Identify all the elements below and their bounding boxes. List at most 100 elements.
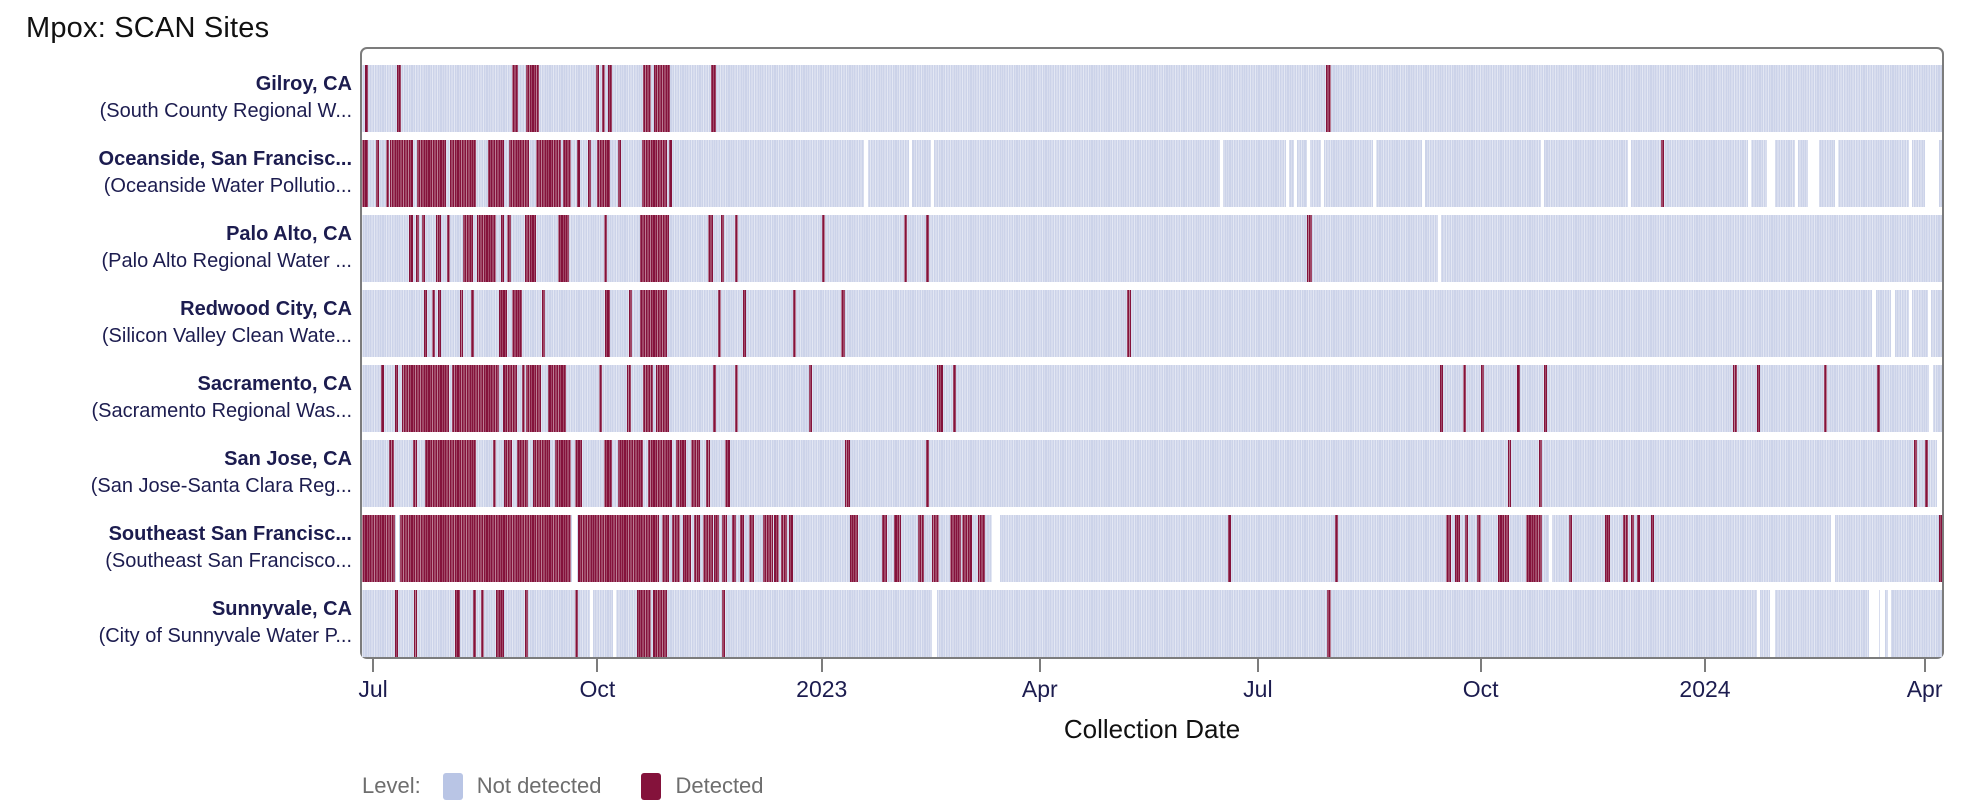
detected-segment <box>376 140 380 207</box>
detected-segment <box>926 215 930 282</box>
detected-segment <box>526 65 539 132</box>
detected-segment <box>734 215 739 282</box>
detected-segment <box>1605 515 1611 582</box>
detected-segment <box>425 440 476 507</box>
x-axis-tick <box>372 659 375 672</box>
x-tick-label: Jul <box>358 676 388 702</box>
site-name: Redwood City, CA <box>180 297 352 320</box>
detected-segment <box>725 440 731 507</box>
detected-segment <box>671 515 680 582</box>
detected-segment <box>423 290 427 357</box>
missing-sample-gap <box>864 140 868 207</box>
detected-segment <box>395 590 399 657</box>
site-label: Palo Alto, CA (Palo Alto Regional Water .… <box>0 221 353 275</box>
detected-segment <box>720 215 724 282</box>
missing-sample-gap <box>1747 140 1751 207</box>
detected-segment <box>1622 515 1628 582</box>
detected-segment <box>640 290 667 357</box>
detected-segment <box>952 365 957 432</box>
missing-sample-gap <box>908 140 912 207</box>
x-tick-label: Jul <box>1243 676 1273 702</box>
site-label: Oceanside, San Francisc... (Oceanside Wat… <box>0 146 352 200</box>
day-grid-overlay <box>362 65 1942 132</box>
detected-segment <box>731 515 737 582</box>
missing-sample-gap <box>613 590 617 657</box>
detected-segment <box>488 140 505 207</box>
detected-segment <box>627 365 631 432</box>
detected-segment <box>722 515 727 582</box>
site-strip-row <box>362 290 1942 357</box>
detected-segment <box>1924 440 1928 507</box>
detected-segment <box>501 215 505 282</box>
detected-segment <box>516 440 528 507</box>
missing-sample-gap <box>1548 515 1552 582</box>
site-label: San Jose, CA (San Jose-Santa Clara Reg... <box>0 446 352 500</box>
detected-segment <box>903 215 908 282</box>
detected-segment <box>1464 515 1468 582</box>
detected-segment <box>399 515 571 582</box>
site-name: Gilroy, CA <box>255 72 352 95</box>
x-tick-label: Oct <box>1462 676 1499 702</box>
detected-segment <box>617 440 644 507</box>
detected-segment <box>1637 515 1641 582</box>
missing-sample-gap <box>1908 290 1912 357</box>
detected-segment <box>774 515 780 582</box>
detected-segment <box>587 140 592 207</box>
detected-segment <box>962 515 972 582</box>
missing-sample-gap <box>1769 590 1775 657</box>
detected-segment <box>1913 440 1917 507</box>
detected-segment <box>499 290 508 357</box>
detected-segment <box>711 65 716 132</box>
site-label: Sacramento, CA (Sacramento Regional Was..… <box>0 371 352 425</box>
detected-segment <box>507 215 511 282</box>
detected-segment <box>1463 365 1467 432</box>
detected-segment <box>395 365 399 432</box>
detected-segment <box>548 365 566 432</box>
legend-item-label: Detected <box>675 773 764 798</box>
detected-segment <box>821 215 825 282</box>
detected-segment <box>502 365 517 432</box>
plot-area <box>360 47 1944 659</box>
missing-sample-gap <box>1888 590 1892 657</box>
detected-segment <box>605 290 611 357</box>
missing-sample-gap <box>1306 140 1310 207</box>
detected-segment <box>690 440 701 507</box>
legend-swatch-detected <box>641 772 662 800</box>
detected-segment <box>504 440 513 507</box>
detected-segment <box>1516 365 1521 432</box>
x-tick-label: Apr <box>1021 676 1058 702</box>
detected-segment <box>557 215 569 282</box>
detected-segment <box>1335 515 1339 582</box>
detected-segment <box>636 590 652 657</box>
day-grid-overlay <box>362 215 1942 282</box>
site-facility: (Silicon Valley Clean Wate... <box>101 324 352 347</box>
detected-segment <box>926 440 930 507</box>
detected-segment <box>850 515 859 582</box>
detected-segment <box>512 65 519 132</box>
detected-segment <box>414 590 418 657</box>
detected-segment <box>1651 515 1655 582</box>
detected-segment <box>1126 290 1132 357</box>
detected-segment <box>554 440 571 507</box>
day-grid-overlay <box>362 290 1942 357</box>
missing-sample-gap <box>1937 440 1942 507</box>
detected-segment <box>937 365 944 432</box>
detected-segment <box>524 215 536 282</box>
detected-segment <box>1526 515 1543 582</box>
detected-segment <box>602 65 606 132</box>
detected-segment <box>712 365 716 432</box>
detected-segment <box>496 590 505 657</box>
site-facility: (City of Sunnyvale Water P... <box>98 624 352 647</box>
detected-segment <box>749 515 754 582</box>
detected-segment <box>401 365 449 432</box>
legend-item: Not detected <box>442 772 601 800</box>
missing-sample-gap <box>1757 590 1761 657</box>
missing-sample-gap <box>1869 590 1879 657</box>
detected-segment <box>640 215 669 282</box>
detected-segment <box>1480 365 1484 432</box>
detected-segment <box>1477 515 1481 582</box>
x-axis-tick <box>1038 659 1041 672</box>
detected-segment <box>647 440 672 507</box>
site-label: Redwood City, CA (Silicon Valley Clean Wa… <box>0 296 352 350</box>
missing-sample-gap <box>1924 140 1939 207</box>
